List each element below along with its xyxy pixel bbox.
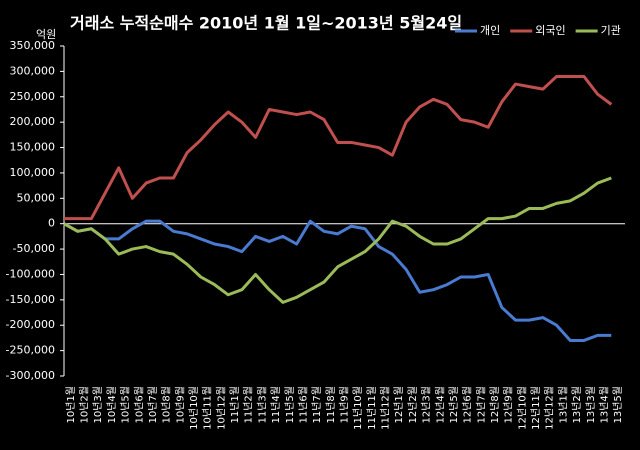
x-tick-label: 10년11월 [202,386,214,430]
x-tick-label: 13년2월 [571,386,583,424]
x-tick-label: 10년12월 [215,386,227,430]
x-tick-label: 12년9월 [503,386,515,424]
x-tick-label: 12년11월 [530,386,542,430]
y-tick-label: 100,000 [10,166,56,179]
x-tick-label: 11년12월 [380,386,392,430]
x-tick-label: 12년2월 [407,386,419,424]
x-tick-label: 13년3월 [585,386,597,424]
legend-label: 개인 [480,24,500,37]
x-tick-label: 10년7월 [147,386,159,424]
y-tick-label: -200,000 [6,318,55,331]
y-tick-label: -300,000 [6,369,55,382]
x-tick-label: 11년9월 [339,386,351,424]
x-tick-label: 11년11월 [366,386,378,430]
legend-label: 기관 [601,24,621,37]
x-tick-label: 11년8월 [325,386,337,424]
x-tick-label: 12년6월 [462,386,474,424]
x-tick-label: 11년1월 [229,386,241,424]
x-tick-label: 12년1월 [393,386,405,424]
x-tick-label: 10년1월 [65,386,77,424]
y-tick-label: -100,000 [6,267,55,280]
x-tick-label: 12년7월 [475,386,487,424]
x-tick-label: 12년3월 [421,386,433,424]
chart-title: 거래소 누적순매수 2010년 1월 1일~2013년 5월24일 [70,14,462,33]
y-tick-label: -250,000 [6,344,55,357]
x-tick-label: 10년10월 [188,386,200,430]
x-tick-label: 13년4월 [598,386,610,424]
y-tick-label: -150,000 [6,293,55,306]
x-tick-label: 11년7월 [311,386,323,424]
x-tick-label: 12년8월 [489,386,501,424]
x-tick-label: 10년6월 [133,386,145,424]
x-tick-label: 13년1월 [557,386,569,424]
series-line [64,74,613,221]
x-tick-label: 12년12월 [544,386,556,430]
x-tick-label: 10년8월 [161,386,173,424]
y-unit: 억원 [36,28,56,41]
series-line [63,176,612,304]
x-tick-label: 10년3월 [92,386,104,424]
y-tick-label: 250,000 [10,90,56,103]
y-tick-label: 300,000 [10,64,56,77]
x-tick-label: 12년4월 [434,386,446,424]
x-tick-label: 11년4월 [270,386,282,424]
y-tick-label: 50,000 [17,191,56,204]
x-tick-label: 11년3월 [256,386,268,424]
x-tick-label: 11년6월 [297,386,309,424]
y-tick-label: 350,000 [10,39,56,52]
y-tick-label: 150,000 [10,141,56,154]
x-tick-label: 10년9월 [174,386,186,424]
legend-label: 외국인 [535,24,565,37]
x-tick-label: 10년4월 [106,386,118,424]
x-tick-label: 11년2월 [243,386,255,424]
series-line [63,219,612,342]
x-tick-label: 11년5월 [284,386,296,424]
x-tick-label: 10년2월 [79,386,91,424]
y-tick-label: 200,000 [10,115,56,128]
x-tick-label: 11년10월 [352,386,364,430]
x-tick-label: 13년5월 [612,386,624,424]
x-tick-label: 10년5월 [120,386,132,424]
x-tick-label: 12년10월 [516,386,528,430]
x-tick-label: 12년5월 [448,386,460,424]
y-tick-label: 0 [48,217,55,230]
y-tick-label: -50,000 [13,242,55,255]
